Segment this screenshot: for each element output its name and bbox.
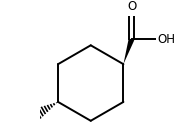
Polygon shape [123, 38, 134, 64]
Text: OH: OH [157, 33, 175, 46]
Text: O: O [127, 0, 136, 13]
